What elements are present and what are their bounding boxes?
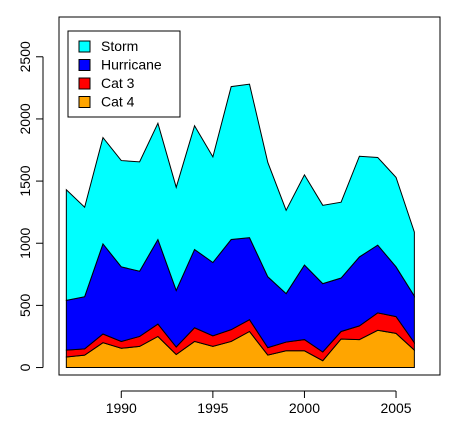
y-tick-label: 2500: [17, 41, 33, 72]
x-tick-label: 1995: [197, 400, 228, 416]
legend-swatch-cat-4: [78, 96, 91, 108]
legend-label-cat-3: Cat 3: [101, 75, 135, 91]
area-series-group: [65, 83, 415, 369]
axes-group: 1990 1995 2000 2005 0 500 1000 1500 2000 2500: [17, 41, 412, 416]
legend-swatch-storm: [78, 40, 91, 53]
y-tick-label: 500: [17, 293, 33, 317]
y-tick-label: 1000: [17, 227, 33, 258]
x-tick-label: 2000: [289, 400, 320, 416]
legend-label-cat-4: Cat 4: [101, 94, 135, 110]
legend-label-hurricane: Hurricane: [101, 57, 162, 73]
x-tick-label: 1990: [106, 400, 137, 416]
y-tick-label: 2000: [17, 103, 33, 134]
legend-swatch-cat-3: [78, 77, 91, 90]
y-tick-label: 1500: [17, 165, 33, 196]
legend-swatch-hurricane: [78, 59, 91, 71]
legend-label-storm: Storm: [101, 38, 138, 54]
x-tick-label: 2005: [380, 400, 411, 416]
y-tick-label: 0: [17, 363, 33, 371]
area-series-storm: [65, 83, 415, 302]
legend: Storm Hurricane Cat 3 Cat 4: [67, 30, 181, 118]
plot-box: [58, 16, 441, 376]
